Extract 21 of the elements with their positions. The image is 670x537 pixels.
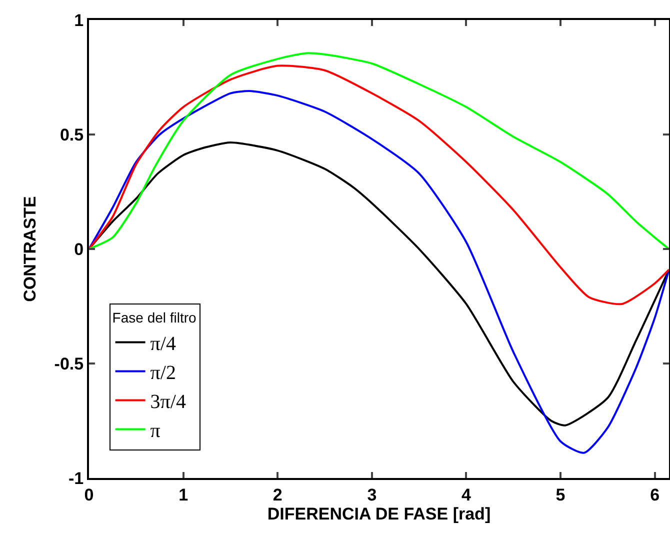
line-series — [89, 90, 669, 454]
x-tick-label: 1 — [178, 485, 188, 504]
x-tick-label: 6 — [650, 485, 660, 504]
x-tick-label: 2 — [272, 485, 282, 504]
legend-label: π/2 — [150, 362, 176, 384]
y-tick-label: -1 — [68, 468, 84, 488]
y-tick-label: 1 — [74, 10, 84, 30]
line-series — [89, 52, 669, 250]
x-tick-label: 3 — [367, 485, 377, 504]
x-tick-label: 4 — [462, 485, 472, 504]
legend-label: π — [150, 420, 160, 442]
y-axis-title: CONTRASTE — [20, 196, 40, 302]
legend-title: Fase del filtro — [112, 310, 197, 326]
y-tick-label: -0.5 — [54, 354, 84, 374]
x-tick-label: 5 — [556, 485, 566, 504]
legend-label: π/4 — [150, 333, 176, 356]
x-axis-title: DIFERENCIA DE FASE [rad] — [267, 504, 491, 524]
y-tick-label: 0 — [74, 240, 84, 259]
line-series — [89, 64, 669, 305]
y-tick-label: 0.5 — [60, 125, 84, 144]
legend-label: 3π/4 — [150, 391, 186, 414]
